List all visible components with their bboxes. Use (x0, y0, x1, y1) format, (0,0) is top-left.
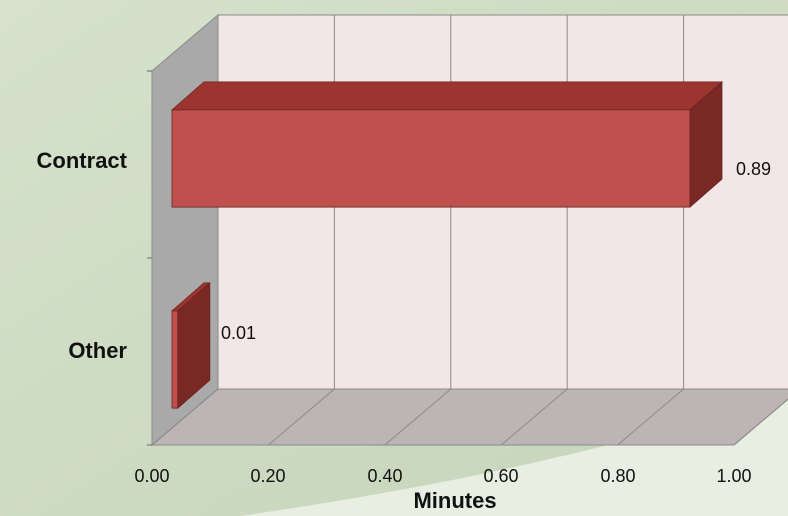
category-label-contract: Contract (37, 148, 128, 173)
bar-top-contract (170, 81, 724, 111)
gridline-floor (733, 398, 788, 446)
bar-end-contract (689, 80, 723, 209)
x-tick-label-5: 1.00 (716, 466, 751, 486)
data-label-contract: 0.89 (736, 159, 771, 179)
bar-other (171, 310, 179, 409)
background-swoosh (240, 392, 788, 516)
data-label-other: 0.01 (221, 323, 256, 343)
x-tick-label-0: 0.00 (134, 466, 169, 486)
gridline-floor (500, 388, 568, 446)
x-tick-label-1: 0.20 (250, 466, 285, 486)
x-tick-label-2: 0.40 (367, 466, 402, 486)
x-axis-title: Minutes (413, 488, 496, 513)
bar-end-other (177, 281, 211, 410)
floor (150, 388, 788, 446)
labels: Contract Other 0.00 0.20 0.40 0.60 0.80 … (37, 148, 772, 513)
gridline-floor (384, 388, 452, 446)
bars (170, 80, 724, 410)
gridline-floor (268, 388, 335, 446)
gridline-floor (151, 388, 219, 446)
x-tick-label-4: 0.80 (600, 466, 635, 486)
category-label-other: Other (68, 338, 127, 363)
plot-walls (147, 13, 788, 447)
x-tick-label-3: 0.60 (483, 466, 518, 486)
bar-contract (171, 109, 691, 208)
gridline-floor (617, 388, 684, 446)
